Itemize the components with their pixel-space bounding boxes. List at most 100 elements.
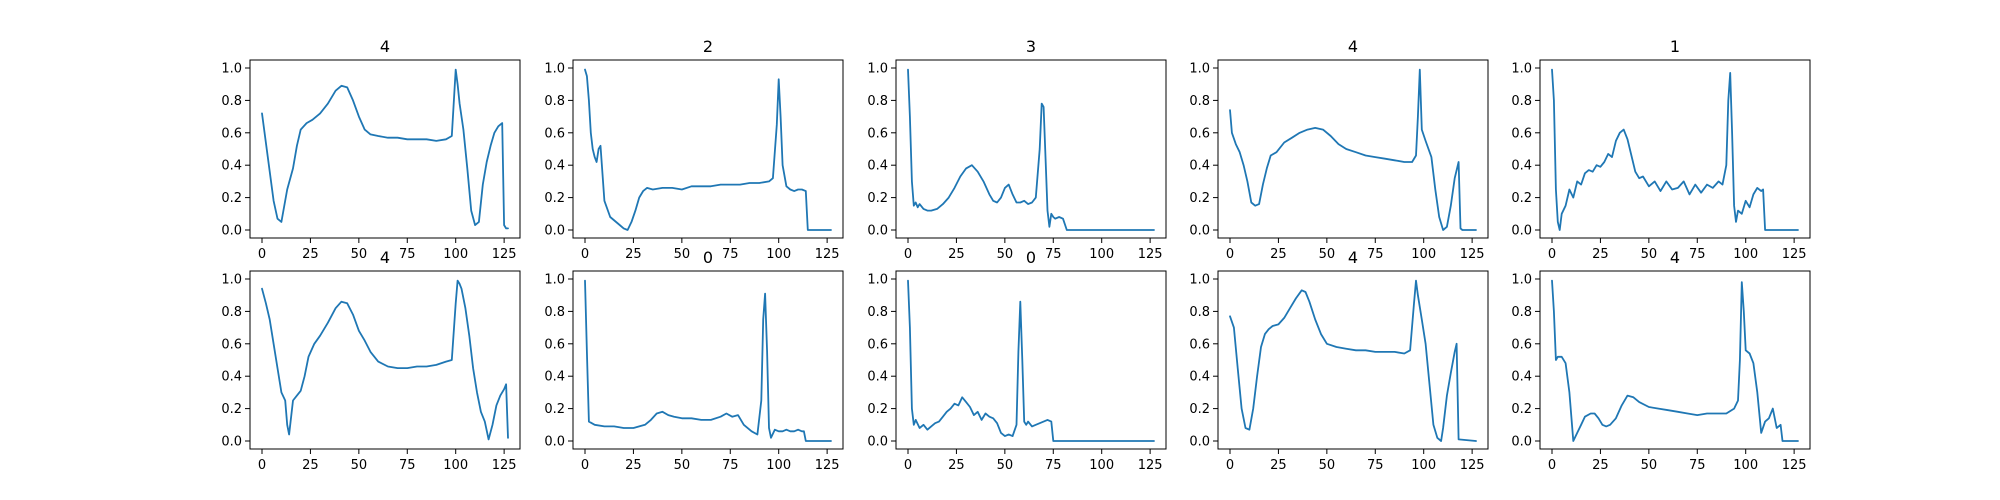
subplot-10: 4 0 25 50 75 100 125 0.0 0.2 0.4 0.6 0.8 1.0 xyxy=(1511,248,1811,473)
x-tick-label: 0 xyxy=(904,247,912,262)
y-tick-label: 0.0 xyxy=(221,224,242,239)
x-tick-label: 125 xyxy=(1782,247,1807,262)
subplot-title: 0 xyxy=(703,248,713,267)
axes-frame xyxy=(895,270,1167,450)
x-tick-label: 125 xyxy=(1138,458,1163,473)
y-tick-label: 0.2 xyxy=(1189,191,1210,206)
x-tick-label: 25 xyxy=(1592,247,1609,262)
series-line xyxy=(907,279,1155,442)
x-tick-label: 0 xyxy=(581,247,589,262)
x-tick-label: 50 xyxy=(1641,247,1658,262)
y-tick-label: 0.4 xyxy=(1511,159,1532,174)
y-tick-label: 0.2 xyxy=(544,402,565,417)
y-tick-label: 1.0 xyxy=(221,62,242,77)
x-tick-label: 75 xyxy=(399,458,416,473)
y-tick-label: 0.8 xyxy=(867,305,888,320)
x-tick-label: 25 xyxy=(625,458,642,473)
y-tick-label: 0.4 xyxy=(1511,370,1532,385)
y-tick-label: 0.8 xyxy=(1511,94,1532,109)
y-tick-label: 0.0 xyxy=(1511,435,1532,450)
series-line xyxy=(584,279,832,442)
x-tick-label: 0 xyxy=(1548,247,1556,262)
y-tick-label: 0.6 xyxy=(221,126,242,141)
y-tick-label: 1.0 xyxy=(1511,62,1532,77)
y-tick-label: 1.0 xyxy=(1189,273,1210,288)
series-line xyxy=(1551,279,1799,442)
y-tick-label: 0.2 xyxy=(1511,402,1532,417)
x-tick-label: 125 xyxy=(492,458,517,473)
x-tick-label: 125 xyxy=(1460,458,1485,473)
subplot-8: 0 0 25 50 75 100 125 0.0 0.2 0.4 0.6 0.8 1.0 xyxy=(867,248,1167,473)
x-tick-label: 50 xyxy=(997,458,1014,473)
x-tick-label: 0 xyxy=(1226,458,1234,473)
axes-frame xyxy=(249,59,521,239)
axes-frame xyxy=(1217,270,1489,450)
y-tick-label: 0.2 xyxy=(221,402,242,417)
x-tick-label: 0 xyxy=(904,458,912,473)
x-tick-label: 25 xyxy=(1270,247,1287,262)
y-tick-label: 0.2 xyxy=(867,191,888,206)
subplot-9: 4 0 25 50 75 100 125 0.0 0.2 0.4 0.6 0.8 1.0 xyxy=(1189,248,1489,473)
y-tick-label: 1.0 xyxy=(867,62,888,77)
y-tick-label: 0.8 xyxy=(1511,305,1532,320)
y-tick-label: 0.0 xyxy=(1189,224,1210,239)
x-tick-label: 75 xyxy=(399,247,416,262)
x-tick-label: 100 xyxy=(1411,458,1436,473)
y-tick-label: 0.8 xyxy=(544,94,565,109)
axes-frame xyxy=(1539,59,1811,239)
y-tick-label: 0.8 xyxy=(1189,94,1210,109)
x-tick-label: 100 xyxy=(443,458,468,473)
x-tick-label: 75 xyxy=(722,247,739,262)
subplot-4: 4 0 25 50 75 100 125 0.0 0.2 0.4 0.6 0.8 1.0 xyxy=(1189,37,1489,262)
x-tick-label: 25 xyxy=(1592,458,1609,473)
axes-frame xyxy=(572,270,844,450)
x-tick-label: 125 xyxy=(1138,247,1163,262)
x-tick-label: 125 xyxy=(1460,247,1485,262)
y-tick-label: 0.0 xyxy=(544,435,565,450)
y-tick-label: 0.0 xyxy=(1511,224,1532,239)
series-line xyxy=(1229,68,1477,231)
x-tick-label: 100 xyxy=(766,458,791,473)
x-tick-label: 125 xyxy=(1782,458,1807,473)
x-tick-label: 75 xyxy=(1045,247,1062,262)
y-tick-label: 0.2 xyxy=(867,402,888,417)
x-tick-label: 0 xyxy=(1226,247,1234,262)
y-tick-label: 1.0 xyxy=(221,273,242,288)
y-tick-label: 0.4 xyxy=(867,370,888,385)
x-tick-label: 25 xyxy=(302,247,319,262)
x-tick-label: 25 xyxy=(1270,458,1287,473)
y-tick-label: 0.6 xyxy=(1511,337,1532,352)
subplot-title: 1 xyxy=(1670,37,1680,56)
y-tick-label: 0.4 xyxy=(1189,370,1210,385)
x-tick-label: 100 xyxy=(1733,247,1758,262)
y-tick-label: 0.4 xyxy=(221,159,242,174)
x-tick-label: 100 xyxy=(1733,458,1758,473)
y-tick-label: 0.4 xyxy=(544,159,565,174)
y-tick-label: 1.0 xyxy=(544,62,565,77)
x-tick-label: 50 xyxy=(997,247,1014,262)
subplot-6: 4 0 25 50 75 100 125 0.0 0.2 0.4 0.6 0.8 1.0 xyxy=(221,248,521,473)
y-tick-label: 0.6 xyxy=(867,126,888,141)
y-tick-label: 1.0 xyxy=(544,273,565,288)
x-tick-label: 25 xyxy=(948,458,965,473)
x-tick-label: 75 xyxy=(1689,247,1706,262)
y-tick-label: 0.4 xyxy=(221,370,242,385)
x-tick-label: 125 xyxy=(492,247,517,262)
x-tick-label: 100 xyxy=(1411,247,1436,262)
subplot-title: 2 xyxy=(703,37,713,56)
y-tick-label: 0.4 xyxy=(544,370,565,385)
y-tick-label: 0.8 xyxy=(221,94,242,109)
x-tick-label: 50 xyxy=(674,247,691,262)
y-tick-label: 0.2 xyxy=(544,191,565,206)
axes-frame xyxy=(572,59,844,239)
subplot-title: 4 xyxy=(380,37,390,56)
y-tick-label: 0.0 xyxy=(867,435,888,450)
axes-frame xyxy=(895,59,1167,239)
y-tick-label: 0.0 xyxy=(1189,435,1210,450)
y-tick-label: 0.2 xyxy=(1189,402,1210,417)
axes-frame xyxy=(1217,59,1489,239)
x-tick-label: 50 xyxy=(351,247,368,262)
x-tick-label: 0 xyxy=(258,247,266,262)
x-tick-label: 100 xyxy=(443,247,468,262)
